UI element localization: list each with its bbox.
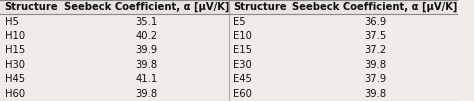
Text: 37.5: 37.5 [364, 31, 386, 41]
Text: E5: E5 [233, 17, 246, 27]
Text: H5: H5 [5, 17, 18, 27]
Text: Structure: Structure [233, 2, 287, 12]
Text: Seebeck Coefficient, α [μV/K]: Seebeck Coefficient, α [μV/K] [292, 2, 458, 12]
Text: 39.8: 39.8 [135, 89, 157, 99]
Text: 39.8: 39.8 [135, 60, 157, 70]
Text: E10: E10 [233, 31, 252, 41]
Text: H15: H15 [5, 45, 25, 56]
Text: E30: E30 [233, 60, 252, 70]
Text: 39.9: 39.9 [135, 45, 157, 56]
Text: Seebeck Coefficient, α [μV/K]: Seebeck Coefficient, α [μV/K] [64, 2, 229, 12]
Text: 35.1: 35.1 [135, 17, 157, 27]
Text: 36.9: 36.9 [364, 17, 386, 27]
Text: E45: E45 [233, 74, 252, 84]
Text: 41.1: 41.1 [135, 74, 157, 84]
Text: H10: H10 [5, 31, 25, 41]
Text: 37.2: 37.2 [364, 45, 386, 56]
Text: Structure: Structure [5, 2, 58, 12]
Text: H30: H30 [5, 60, 25, 70]
Text: H45: H45 [5, 74, 25, 84]
FancyBboxPatch shape [0, 0, 457, 14]
Text: 37.9: 37.9 [364, 74, 386, 84]
Text: E15: E15 [233, 45, 252, 56]
Text: 39.8: 39.8 [364, 60, 386, 70]
Text: E60: E60 [233, 89, 252, 99]
Text: 39.8: 39.8 [364, 89, 386, 99]
Text: H60: H60 [5, 89, 25, 99]
Text: 40.2: 40.2 [135, 31, 157, 41]
